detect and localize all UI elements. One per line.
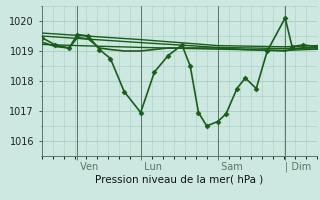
X-axis label: Pression niveau de la mer( hPa ): Pression niveau de la mer( hPa ) — [95, 175, 263, 185]
